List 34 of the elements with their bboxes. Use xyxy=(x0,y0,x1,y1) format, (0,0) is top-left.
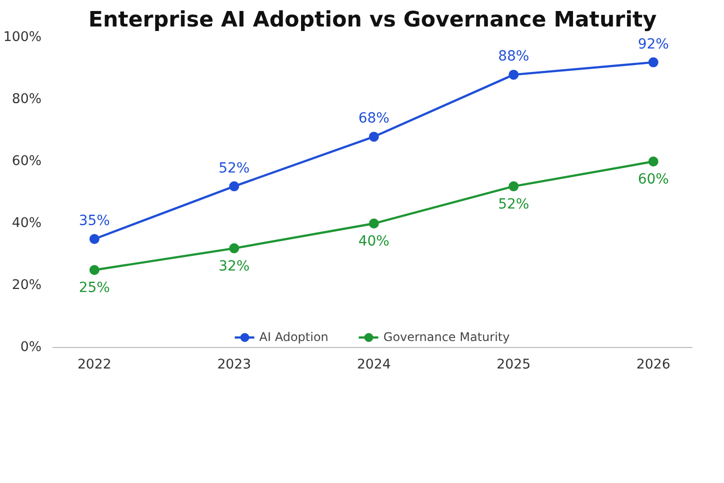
data-label: 88% xyxy=(498,48,530,65)
legend-label: Governance Maturity xyxy=(383,330,510,344)
y-tick-label: 100% xyxy=(3,30,42,45)
y-tick-label: 80% xyxy=(12,92,42,107)
point xyxy=(508,181,519,192)
point xyxy=(229,243,240,254)
point xyxy=(368,132,379,142)
data-label: 25% xyxy=(78,280,110,296)
data-label: 40% xyxy=(358,234,390,250)
x-tick-label: 2024 xyxy=(356,358,391,372)
y-tick-label: 40% xyxy=(12,216,42,231)
x-tick-label: 2022 xyxy=(77,358,112,372)
y-tick-label: 20% xyxy=(12,278,42,293)
point xyxy=(508,70,519,80)
data-label: 92% xyxy=(638,36,669,52)
data-label: 60% xyxy=(638,172,669,188)
point xyxy=(648,57,658,68)
y-tick-label: 0% xyxy=(20,340,42,355)
point xyxy=(229,181,240,192)
data-label: 32% xyxy=(218,258,250,274)
x-tick-label: 2023 xyxy=(217,358,252,372)
data-label: 68% xyxy=(358,110,390,127)
point xyxy=(89,234,100,244)
data-label: 52% xyxy=(218,160,250,176)
y-tick-label: 60% xyxy=(12,154,42,169)
point xyxy=(368,218,379,228)
x-tick-label: 2026 xyxy=(636,358,670,372)
x-tick-label: 2025 xyxy=(496,358,531,372)
point xyxy=(89,265,100,275)
point xyxy=(648,156,658,166)
chart-title: Enterprise AI Adoption vs Governance Maturity xyxy=(88,8,657,32)
legend-label: AI Adoption xyxy=(259,330,328,344)
data-label: 35% xyxy=(78,213,110,229)
data-label: 52% xyxy=(498,196,530,212)
